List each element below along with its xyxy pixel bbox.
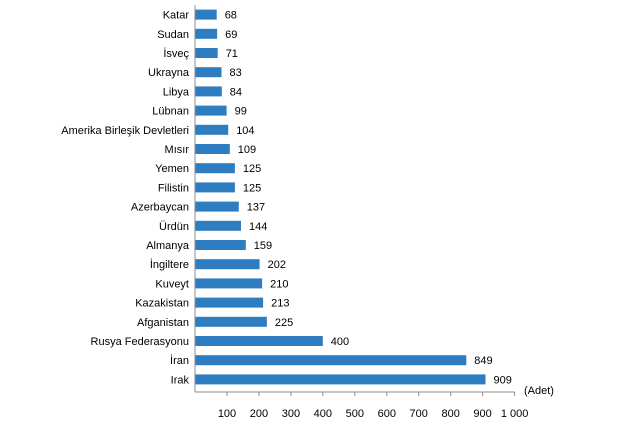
- category-label: Kazakistan: [135, 298, 189, 310]
- bar: [195, 374, 486, 385]
- value-label: 213: [271, 298, 289, 310]
- value-label: 909: [494, 374, 512, 386]
- category-label: Rusya Federasyonu: [91, 336, 189, 348]
- bar: [195, 86, 222, 97]
- bar: [195, 105, 227, 116]
- value-label: 400: [331, 336, 349, 348]
- value-label: 849: [474, 355, 492, 367]
- x-tick-label: 900: [473, 408, 491, 420]
- x-tick-label: 200: [250, 408, 268, 420]
- value-label: 109: [238, 144, 256, 156]
- x-tick-label: 800: [442, 408, 460, 420]
- bar: [195, 297, 264, 308]
- category-label: Libya: [163, 86, 190, 98]
- bars-group: [195, 9, 486, 385]
- value-label: 104: [236, 125, 254, 137]
- bar: [195, 259, 260, 270]
- value-label: 144: [249, 221, 267, 233]
- category-label: Irak: [171, 374, 190, 386]
- category-labels-group: Katar Sudan İsveç Ukrayna Libya Lübnan Amerika…: [61, 10, 190, 387]
- bar: [195, 67, 222, 78]
- x-tick-label: 1 000: [501, 408, 529, 420]
- x-tick-label: 600: [378, 408, 396, 420]
- value-labels-group: 68 69 71 83 84 99 104 109 125 125 137 144 159 202 210 2…: [225, 10, 512, 387]
- value-label: 69: [225, 29, 237, 41]
- category-label: İngiltere: [150, 258, 189, 271]
- bar: [195, 48, 218, 58]
- category-label: Sudan: [157, 29, 189, 41]
- bar: [195, 336, 323, 346]
- x-unit-label: (Adet): [524, 385, 554, 397]
- bar: [195, 163, 235, 174]
- x-tick-label: 500: [346, 408, 364, 420]
- bar: [195, 182, 235, 193]
- x-ticks-group: 100 200 300 400 500 600 700 800 900 1 000: [218, 392, 529, 420]
- value-label: 125: [243, 182, 261, 194]
- category-label: Lübnan: [152, 106, 189, 118]
- bar: [195, 355, 467, 366]
- category-label: Afganistan: [137, 317, 189, 329]
- bar: [195, 278, 263, 289]
- value-label: 84: [230, 86, 242, 98]
- bar: [195, 316, 267, 327]
- value-label: 83: [230, 67, 242, 79]
- bar: [195, 144, 230, 154]
- value-label: 225: [275, 317, 293, 329]
- x-tick-label: 300: [282, 408, 300, 420]
- category-label: Ürdün: [159, 221, 189, 233]
- value-label: 68: [225, 10, 237, 22]
- category-label: Katar: [163, 10, 190, 22]
- category-label: Amerika Birleşik Devletleri: [61, 125, 189, 137]
- x-tick-label: 400: [314, 408, 332, 420]
- category-label: Almanya: [146, 240, 190, 252]
- value-label: 125: [243, 163, 261, 175]
- value-label: 71: [226, 48, 238, 60]
- category-label: Ukrayna: [148, 67, 190, 79]
- category-label: Azerbaycan: [131, 202, 189, 214]
- category-label: İsveç: [163, 47, 189, 60]
- value-label: 99: [235, 106, 247, 118]
- category-label: Yemen: [155, 163, 189, 175]
- x-tick-label: 100: [218, 408, 236, 420]
- value-label: 210: [270, 278, 288, 290]
- category-label: İran: [170, 354, 189, 367]
- bar: [195, 201, 239, 212]
- bar: [195, 28, 218, 39]
- bar: [195, 9, 217, 20]
- bar: [195, 220, 241, 231]
- bar: [195, 124, 229, 135]
- value-label: 137: [247, 202, 265, 214]
- category-label: Filistin: [158, 182, 189, 194]
- x-tick-label: 700: [410, 408, 428, 420]
- category-label: Mısır: [165, 144, 190, 156]
- value-label: 159: [254, 240, 272, 252]
- bar: [195, 240, 246, 250]
- category-label: Kuveyt: [155, 278, 189, 290]
- value-label: 202: [268, 259, 286, 271]
